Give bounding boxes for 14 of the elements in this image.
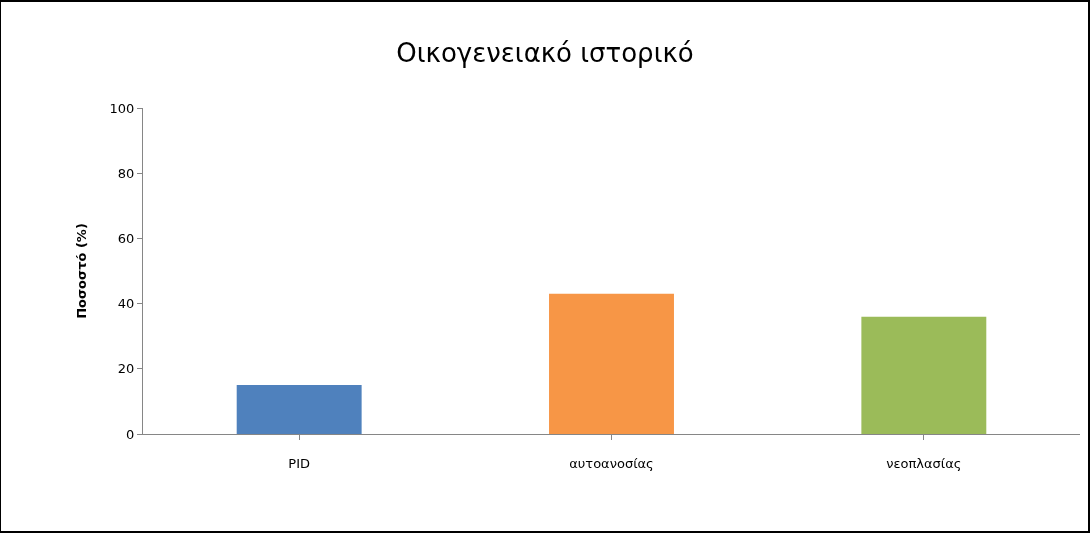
bar: [861, 316, 987, 434]
y-axis-title: Ποσοστό (%): [73, 223, 89, 319]
x-tick-label: PID: [288, 455, 311, 471]
bar: [236, 385, 362, 434]
chart-title: Οικογενειακό ιστορικό: [396, 38, 694, 69]
x-tick-label: νεοπλασίας: [886, 455, 962, 471]
y-tick-label: 0: [126, 426, 135, 442]
y-tick-label: 80: [117, 165, 135, 181]
y-tick-label: 40: [117, 296, 135, 312]
y-tick-label: 100: [109, 100, 135, 116]
y-tick-label: 20: [117, 361, 135, 377]
y-tick-label: 60: [117, 230, 135, 246]
x-tick-label: αυτοανοσίας: [569, 455, 654, 471]
bar: [549, 293, 674, 434]
